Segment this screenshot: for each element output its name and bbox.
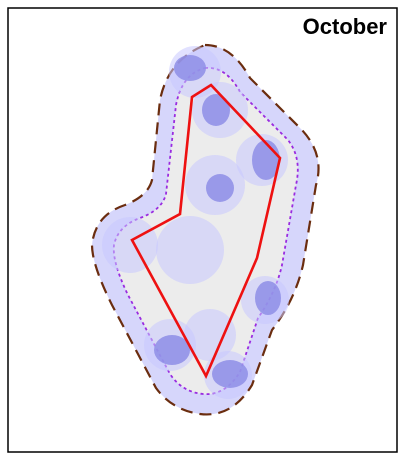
- coverage-circle: [102, 217, 158, 273]
- dense-area: [255, 281, 281, 315]
- title: October: [303, 14, 388, 39]
- dense-area: [212, 360, 248, 388]
- coverage-circle: [184, 309, 236, 361]
- dense-areas: [154, 55, 281, 388]
- dense-area: [174, 55, 206, 81]
- dense-area: [202, 94, 230, 126]
- dense-area: [154, 335, 190, 365]
- core-range: [130, 83, 282, 379]
- dense-area: [206, 174, 234, 202]
- coverage-circle: [156, 216, 224, 284]
